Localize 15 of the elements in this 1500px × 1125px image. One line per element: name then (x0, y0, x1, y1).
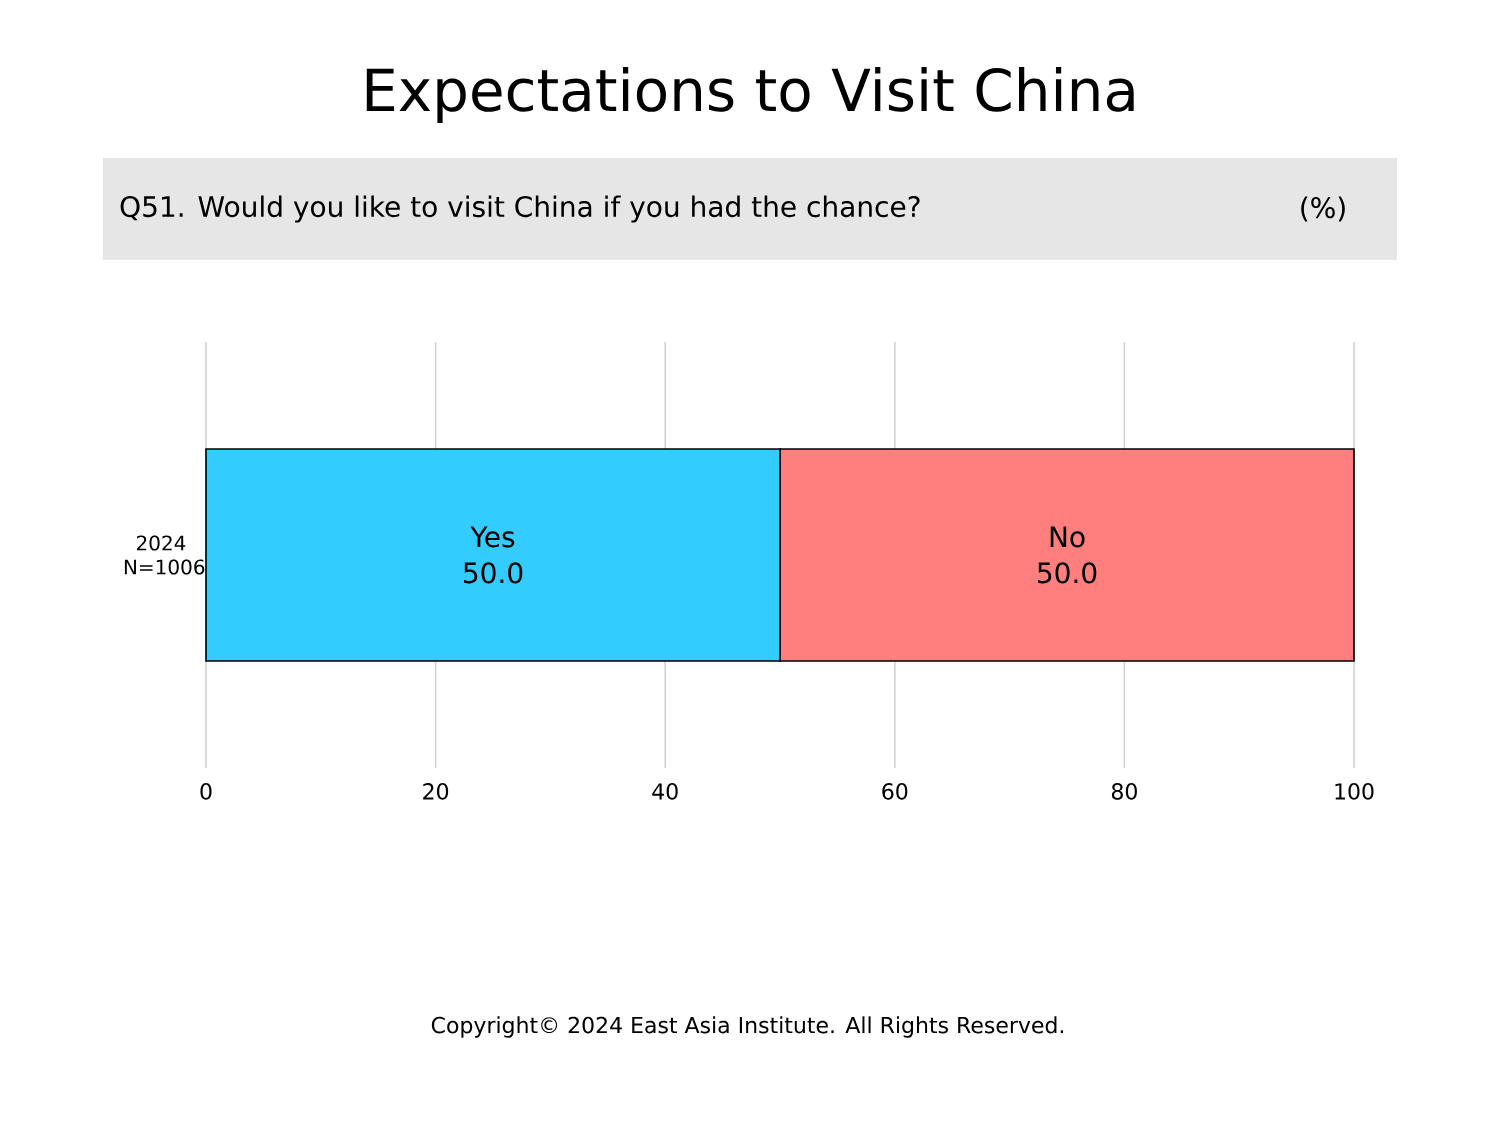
text: Copyright© 2024 East Asia Institute. All Rights Reserved. (431, 1016, 1064, 1038)
text: (%) (1301, 196, 1345, 222)
y-tick-label: 2024 N=1006 (124, 535, 205, 575)
data-label: 50.0 (1038, 562, 1097, 584)
x-tick-label: 0 (200, 783, 212, 800)
x-tick-label: 40 (652, 783, 678, 800)
x-tick-label: 100 (1335, 783, 1374, 800)
x-tick-label: 60 (882, 783, 908, 800)
x-tick-label: 20 (423, 783, 449, 800)
series-label: Yes (470, 526, 515, 548)
series-label: No (1050, 526, 1085, 548)
data-label: 50.0 (464, 562, 523, 584)
chart-title: Expectations to Visit China (366, 66, 1134, 124)
chart-subtitle: Q51. Would you like to visit China if you had the chance? (120, 195, 920, 223)
x-tick-label: 80 (1111, 783, 1137, 800)
